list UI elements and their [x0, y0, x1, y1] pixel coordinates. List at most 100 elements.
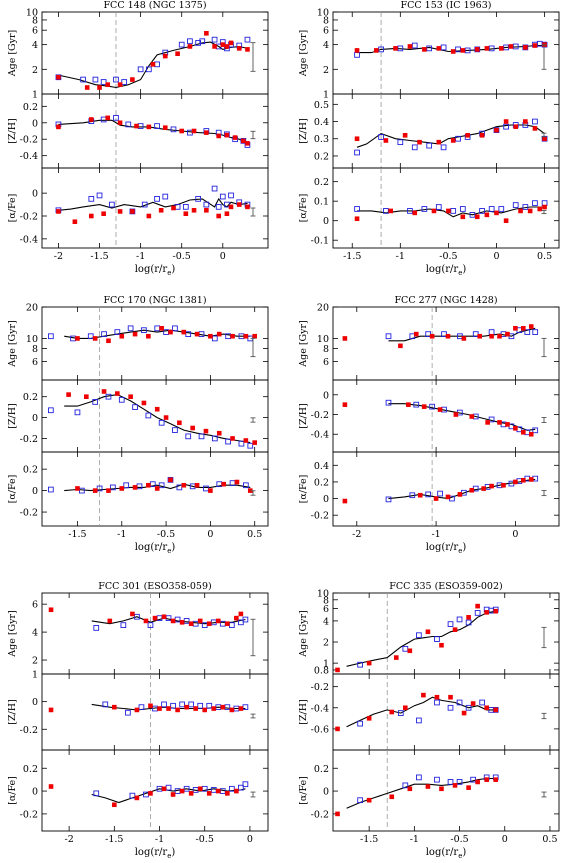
filled-square-point	[243, 333, 249, 339]
filled-square-point	[252, 333, 258, 339]
open-square-point	[465, 704, 472, 711]
panel-1: 6 810 20 Age [Gyr]	[298, 303, 560, 381]
filled-square-point	[236, 202, 242, 207]
filled-square-point	[354, 216, 360, 222]
open-square-point	[238, 784, 244, 791]
open-square-point	[447, 779, 454, 785]
filled-square-point	[389, 794, 395, 800]
open-square-point	[127, 325, 134, 332]
filled-square-point	[388, 208, 394, 214]
open-square-point	[469, 211, 476, 218]
filled-square-point	[130, 611, 135, 617]
filled-square-point	[215, 788, 221, 794]
y-tick-label: 8	[323, 595, 329, 606]
open-square-point	[145, 412, 152, 419]
filled-square-point	[489, 483, 494, 489]
open-square-point	[465, 619, 472, 626]
open-square-point	[137, 66, 144, 73]
open-square-point	[455, 135, 461, 142]
filled-square-point	[132, 485, 138, 490]
filled-square-point	[484, 46, 490, 51]
open-square-point	[120, 622, 127, 628]
open-square-point	[357, 720, 363, 727]
filled-square-point	[542, 136, 547, 142]
series-line	[64, 394, 251, 444]
filled-square-point	[469, 487, 475, 493]
filled-square-point	[232, 135, 238, 140]
panel-3: 0.4 0.2 0 -0.2[α/Fe]	[298, 451, 560, 527]
filled-square-point	[206, 791, 212, 796]
panel-frame	[41, 93, 269, 169]
filled-square-point	[494, 127, 499, 133]
filled-square-point	[112, 704, 117, 710]
filled-square-point	[489, 333, 494, 339]
open-square-point	[397, 710, 404, 716]
y-tick-label: 0	[32, 189, 38, 200]
filled-square-point	[469, 414, 475, 419]
filled-square-point	[425, 784, 431, 789]
filled-square-point	[460, 48, 466, 53]
filled-square-point	[128, 394, 133, 399]
filled-square-point	[503, 218, 509, 223]
open-square-point	[185, 433, 192, 440]
open-square-point	[464, 47, 471, 54]
open-square-point	[48, 333, 54, 340]
y-tick-label: -0.6	[311, 724, 329, 735]
series-line	[346, 696, 496, 728]
y-tick-label: 1	[323, 90, 329, 101]
open-square-point	[154, 61, 160, 68]
open-square-point	[203, 485, 209, 492]
filled-square-point	[407, 44, 413, 49]
filled-square-point	[460, 214, 466, 220]
filled-square-point	[434, 694, 440, 700]
filled-square-point	[245, 141, 250, 146]
filled-square-point	[342, 402, 348, 407]
open-square-point	[240, 138, 247, 144]
filled-square-point	[342, 336, 348, 341]
open-square-point	[434, 699, 440, 706]
y-tick-label: 0	[323, 787, 329, 798]
filled-square-point	[470, 701, 476, 706]
y-tick-label: -0.4	[311, 430, 329, 441]
filled-square-point	[452, 627, 458, 632]
open-square-point	[402, 782, 409, 789]
open-square-point	[125, 709, 131, 716]
filled-square-point	[335, 667, 340, 673]
filled-square-point	[417, 139, 422, 145]
filled-square-point	[224, 211, 230, 217]
filled-square-point	[234, 788, 239, 794]
filled-square-point	[493, 777, 499, 782]
open-square-point	[134, 613, 140, 620]
open-square-point	[93, 790, 100, 797]
filled-square-point	[161, 786, 167, 792]
open-square-point	[125, 121, 132, 128]
filled-square-point	[119, 486, 125, 491]
filled-square-point	[234, 479, 240, 485]
filled-square-point	[75, 486, 80, 491]
open-square-point	[426, 142, 433, 149]
filled-square-point	[175, 707, 180, 713]
filled-square-point	[497, 420, 502, 425]
open-square-point	[244, 36, 251, 43]
filled-square-point	[484, 610, 489, 615]
filled-square-point	[112, 802, 117, 808]
y-axis-label: [α/Fe]	[298, 475, 309, 504]
open-square-point	[211, 36, 218, 43]
open-square-point	[101, 331, 107, 337]
filled-square-point	[445, 333, 451, 339]
filled-square-point	[527, 208, 533, 214]
open-square-point	[105, 393, 112, 400]
filled-square-point	[431, 208, 437, 214]
open-square-point	[440, 44, 447, 51]
panel-frame	[332, 93, 560, 169]
y-axis-label: [α/Fe]	[7, 194, 18, 223]
y-tick-label: 20	[317, 303, 329, 314]
filled-square-point	[148, 703, 153, 709]
y-tick-label: 0.2	[314, 764, 329, 775]
filled-square-point	[513, 479, 518, 485]
filled-square-point	[393, 655, 399, 660]
filled-square-point	[461, 710, 467, 716]
open-square-point	[170, 702, 176, 709]
x-tick-label: -0.5	[450, 834, 468, 845]
